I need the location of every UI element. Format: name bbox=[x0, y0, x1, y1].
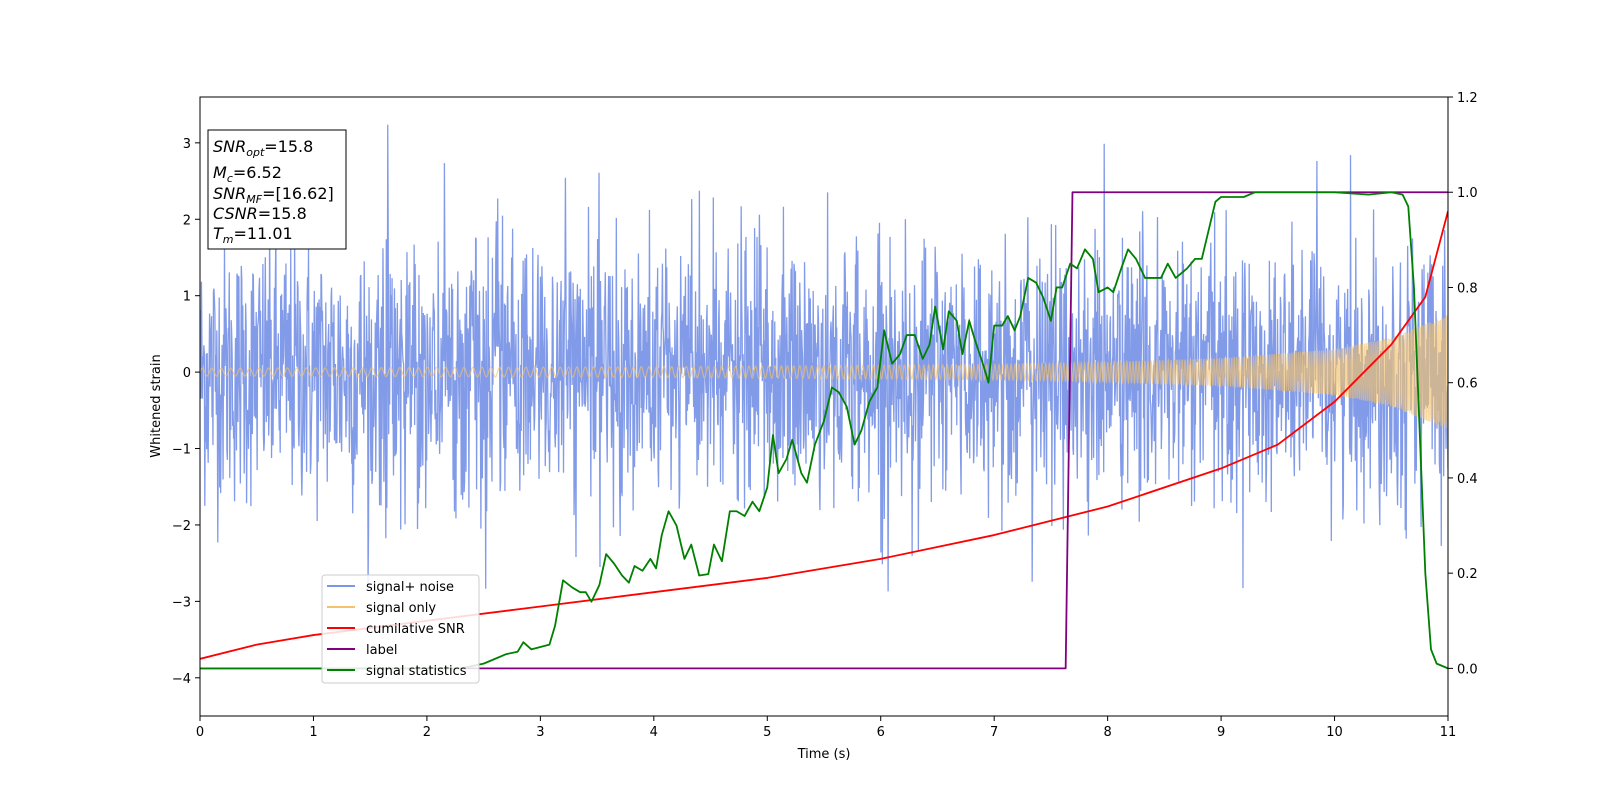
x-tick-label: 8 bbox=[1103, 725, 1111, 740]
y-axis-left: −4 −3 −2 −1 0 1 2 3 bbox=[172, 137, 200, 687]
x-tick-label: 3 bbox=[536, 725, 544, 740]
y-left-tick-label: −3 bbox=[172, 595, 191, 610]
y-right-tick-label: 0.0 bbox=[1457, 662, 1478, 677]
y-left-tick-label: −4 bbox=[172, 672, 191, 687]
y-left-tick-label: −2 bbox=[172, 519, 191, 534]
y-left-tick-label: 0 bbox=[183, 366, 191, 381]
y-left-tick-label: 3 bbox=[183, 137, 191, 152]
legend-label-signal-noise: signal+ noise bbox=[366, 580, 454, 595]
y-left-tick-label: 2 bbox=[183, 213, 191, 228]
series-signal-only bbox=[200, 315, 1448, 429]
y-left-tick-label: 1 bbox=[183, 290, 191, 305]
series-signal-noise bbox=[200, 124, 1448, 592]
legend: signal+ noise signal only cumilative SNR… bbox=[321, 574, 480, 684]
info-box: SNRopt=15.8 Mc=6.52 SNRMF=[16.62] CSNR=1… bbox=[207, 129, 347, 250]
y-axis-right: 0.0 0.2 0.4 0.6 0.8 1.0 1.2 bbox=[1448, 91, 1478, 677]
info-csnr: CSNR=15.8 bbox=[213, 204, 307, 223]
x-tick-label: 1 bbox=[309, 725, 317, 740]
info-mc: Mc=6.52 bbox=[213, 163, 282, 185]
series-signal-statistics bbox=[200, 191, 1448, 670]
legend-label-label: label bbox=[366, 643, 397, 658]
x-tick-label: 5 bbox=[763, 725, 771, 740]
x-tick-label: 9 bbox=[1217, 725, 1225, 740]
x-axis: 0 1 2 3 4 5 6 7 8 9 10 11 bbox=[196, 716, 1456, 740]
y-left-tick-label: −1 bbox=[172, 443, 191, 458]
x-tick-label: 6 bbox=[877, 725, 885, 740]
x-tick-label: 7 bbox=[990, 725, 998, 740]
x-tick-label: 4 bbox=[650, 725, 658, 740]
y-right-tick-label: 0.6 bbox=[1457, 377, 1478, 392]
x-tick-label: 10 bbox=[1326, 725, 1343, 740]
axes-frame bbox=[199, 96, 1449, 717]
legend-label-signal-statistics: signal statistics bbox=[366, 664, 467, 679]
info-snr-mf: SNRMF=[16.62] bbox=[213, 184, 334, 206]
legend-frame bbox=[321, 574, 480, 684]
x-tick-label: 2 bbox=[423, 725, 431, 740]
y-right-tick-label: 0.4 bbox=[1457, 472, 1478, 487]
x-tick-label: 11 bbox=[1440, 725, 1457, 740]
y-right-tick-label: 1.2 bbox=[1457, 91, 1478, 106]
info-snr-opt: SNRopt=15.8 bbox=[213, 137, 313, 159]
info-tm: Tm=11.01 bbox=[213, 224, 293, 246]
legend-label-signal-only: signal only bbox=[366, 601, 436, 616]
x-axis-label: Time (s) bbox=[797, 747, 851, 762]
y-right-tick-label: 0.2 bbox=[1457, 567, 1478, 582]
legend-label-cumulative-snr: cumilative SNR bbox=[366, 622, 465, 637]
info-box-frame bbox=[207, 129, 347, 250]
y-right-tick-label: 1.0 bbox=[1457, 186, 1478, 201]
y-axis-label: Whitened strain bbox=[149, 354, 164, 457]
y-right-tick-label: 0.8 bbox=[1457, 281, 1478, 296]
x-tick-label: 0 bbox=[196, 725, 204, 740]
